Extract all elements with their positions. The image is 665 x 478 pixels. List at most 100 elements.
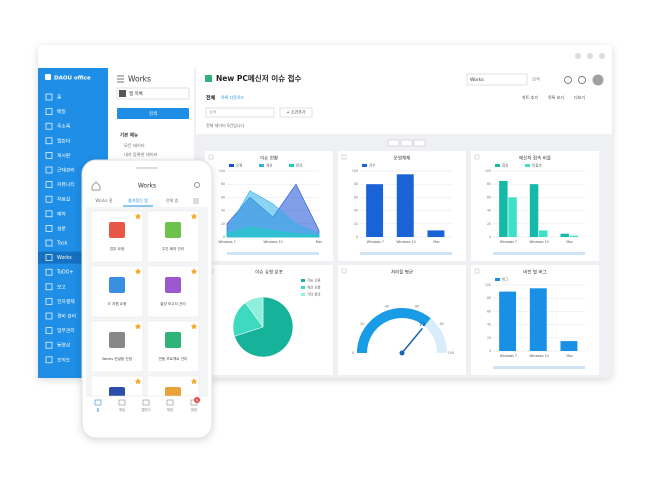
- scrollbar: [493, 366, 585, 369]
- filter-button-text: + 조건추가: [286, 109, 306, 115]
- chart-checkbox[interactable]: [341, 268, 347, 274]
- action[interactable]: 차트 추가: [522, 94, 538, 100]
- chart-checkbox[interactable]: [208, 154, 214, 160]
- filter-button[interactable]: [279, 107, 313, 118]
- y-tick-label: 80: [487, 296, 491, 300]
- menu-item[interactable]: 보고: [57, 284, 66, 290]
- avatar[interactable]: [592, 74, 604, 86]
- panel-button[interactable]: [117, 108, 189, 119]
- app-card[interactable]: [90, 375, 144, 427]
- logo: DAOU office: [54, 76, 91, 82]
- favorite-star: [190, 268, 198, 275]
- tab[interactable]: 전체: [206, 95, 216, 102]
- menu-icon: [45, 137, 53, 145]
- y-tick-label: 60: [487, 309, 491, 313]
- window-dot: [575, 53, 581, 59]
- gauge-needle: [401, 327, 423, 354]
- menu-item[interactable]: 근태관리: [57, 167, 75, 174]
- y-tick-label: 100: [352, 169, 358, 173]
- nav-icon[interactable]: [94, 399, 102, 406]
- app-icon: [165, 277, 181, 293]
- menu-item[interactable]: 전자결재: [57, 298, 75, 305]
- gauge-tick-label: 20: [360, 322, 364, 326]
- search-box[interactable]: [205, 107, 275, 118]
- menu-item[interactable]: 메일: [57, 108, 66, 115]
- gauge-tick-label: 60: [415, 304, 419, 308]
- top-icon[interactable]: [578, 76, 586, 84]
- nav-icon[interactable]: [142, 399, 150, 406]
- phone-tab[interactable]: 즐겨찾는 앱: [128, 197, 148, 203]
- legend-swatch: [259, 164, 264, 167]
- menu-item[interactable]: 게시판: [57, 152, 71, 159]
- y-tick-label: 20: [354, 222, 358, 226]
- menu-item[interactable]: 홈: [57, 94, 62, 101]
- nav-label: 채팅: [167, 407, 173, 412]
- menu-icon: [45, 225, 53, 232]
- menu-item[interactable]: 커뮤니티: [57, 181, 75, 188]
- panel-item[interactable]: 모든 데이터: [124, 142, 145, 149]
- action[interactable]: 더보기: [574, 94, 585, 100]
- gauge-tick-label: 80: [439, 322, 443, 326]
- top-select[interactable]: [466, 73, 528, 86]
- view-toggle[interactable]: [387, 139, 400, 147]
- y-tick-label: 40: [354, 209, 358, 213]
- menu-icon: [45, 108, 53, 115]
- app-select[interactable]: [116, 87, 190, 100]
- phone-tab[interactable]: 전체 앱: [166, 197, 179, 203]
- x-tick-label: Windows 7: [500, 240, 517, 244]
- tab-link[interactable]: 목록 다운로드: [221, 94, 245, 100]
- menu-item[interactable]: 주소록: [57, 124, 71, 130]
- top-search: 검색: [532, 76, 540, 83]
- view-toggle[interactable]: [400, 139, 413, 147]
- chart-checkbox[interactable]: [341, 154, 347, 160]
- chart-title: 이슈 유형 분포: [255, 269, 283, 276]
- scrollbar: [360, 252, 452, 255]
- legend-swatch: [362, 164, 367, 167]
- nav-icon[interactable]: [118, 399, 126, 406]
- menu-item[interactable]: 설문: [57, 225, 66, 232]
- top-icon[interactable]: [564, 76, 572, 84]
- x-tick-label: Windows 10: [529, 240, 548, 244]
- app-label: Works 컨설팅 신청: [102, 356, 132, 361]
- favorite-star: [190, 378, 198, 385]
- menu-item[interactable]: 경비 관리: [57, 313, 76, 320]
- menu-item[interactable]: 업무관리: [57, 327, 75, 334]
- legend-swatch: [495, 278, 500, 281]
- panel-button-text: 검색: [149, 110, 157, 117]
- chart-checkbox[interactable]: [474, 154, 480, 160]
- menu-item[interactable]: 자료실: [57, 196, 70, 203]
- home-icon[interactable]: [91, 181, 101, 191]
- bar: [366, 184, 384, 237]
- panel-item[interactable]: 내가 등록한 데이터: [124, 151, 158, 158]
- menu-icon: [45, 181, 53, 188]
- menu-item[interactable]: 조직도: [57, 356, 71, 363]
- app-icon: [109, 222, 125, 238]
- legend-label: 기타 문의: [307, 292, 321, 297]
- favorite-star: [190, 213, 198, 220]
- menu-item[interactable]: 동영상: [57, 342, 71, 349]
- chart-title: 처리율 평균: [391, 269, 413, 276]
- view-toggle[interactable]: [413, 139, 426, 147]
- app-icon: [109, 277, 125, 293]
- menu-item[interactable]: ToDO+: [56, 270, 74, 276]
- chart-card: [338, 265, 466, 375]
- app-card[interactable]: [146, 375, 200, 427]
- menu-item[interactable]: Task: [56, 241, 68, 247]
- phone-tab[interactable]: Works 홈: [95, 197, 112, 203]
- bar: [529, 288, 547, 351]
- menu-item[interactable]: 예약: [57, 210, 66, 217]
- scrollbar: [227, 252, 319, 255]
- app-label: 업무 요청: [110, 246, 124, 251]
- chart-checkbox[interactable]: [474, 268, 480, 274]
- page-title: New PC메신저 이슈 접수: [216, 73, 302, 83]
- menu-item[interactable]: Works: [57, 255, 72, 261]
- tab-menu[interactable]: [193, 198, 199, 204]
- y-tick-label: 0: [489, 235, 491, 239]
- phone-search[interactable]: [194, 182, 200, 188]
- menu-item[interactable]: 캘린더: [57, 137, 70, 144]
- y-tick-label: 40: [221, 209, 225, 213]
- action[interactable]: 목록 보기: [548, 94, 564, 100]
- nav-icon[interactable]: [166, 399, 174, 406]
- y-tick-label: 100: [485, 169, 491, 173]
- app-card[interactable]: [146, 210, 200, 263]
